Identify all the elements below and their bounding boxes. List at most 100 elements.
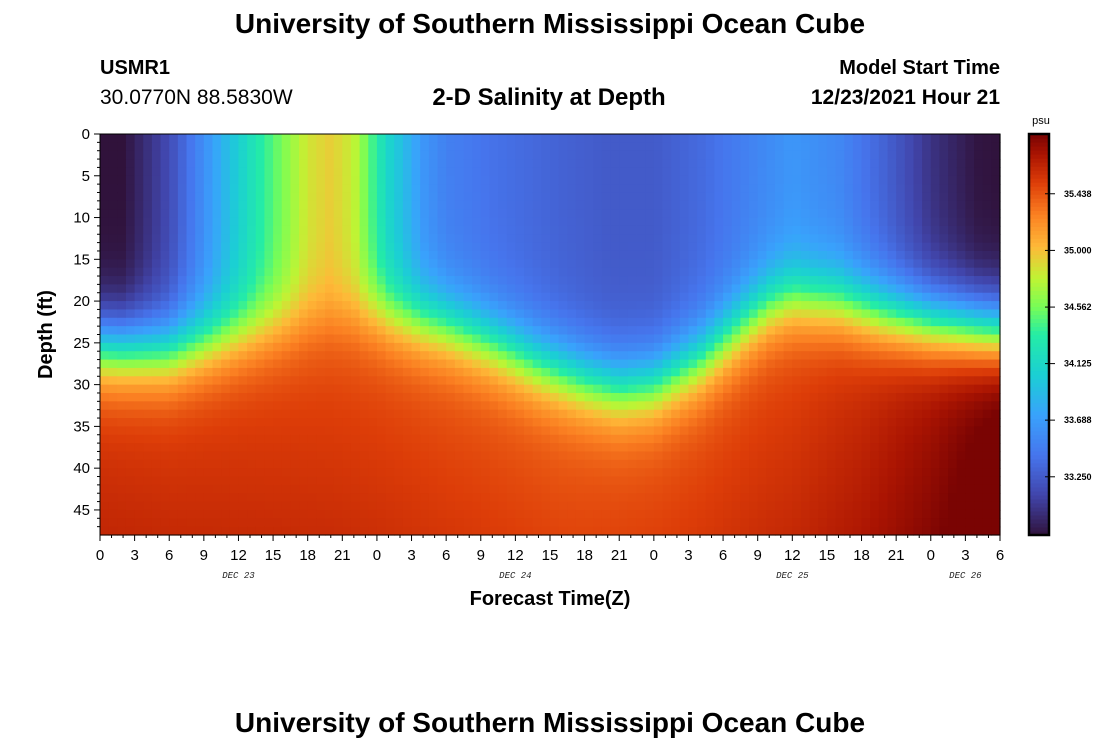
heatmap-cell	[610, 351, 620, 361]
heatmap-cell	[913, 217, 923, 227]
heatmap-cell	[307, 526, 317, 536]
heatmap-cell	[428, 401, 439, 411]
heatmap-cell	[472, 317, 482, 327]
heatmap-cell	[601, 301, 612, 311]
heatmap-cell	[679, 367, 690, 377]
heatmap-cell	[532, 409, 542, 419]
heatmap-cell	[887, 326, 897, 336]
heatmap-cell	[913, 134, 923, 143]
heatmap-cell	[437, 351, 447, 361]
heatmap-cell	[601, 342, 612, 352]
heatmap-cell	[731, 326, 741, 336]
heatmap-cell	[826, 409, 837, 419]
heatmap-cell	[757, 242, 767, 252]
heatmap-cell	[662, 267, 672, 277]
heatmap-cell	[463, 459, 473, 469]
heatmap-cell	[558, 426, 568, 436]
heatmap-cell	[195, 401, 205, 411]
heatmap-cell	[151, 317, 162, 327]
heatmap-cell	[446, 326, 456, 336]
heatmap-cell	[896, 326, 906, 336]
heatmap-cell	[653, 209, 664, 219]
heatmap-cell	[506, 276, 516, 285]
heatmap-cell	[221, 468, 231, 478]
heatmap-cell	[281, 276, 291, 285]
heatmap-cell	[108, 175, 118, 185]
heatmap-cell	[463, 192, 473, 202]
heatmap-cell	[913, 250, 923, 260]
heatmap-cell	[766, 418, 776, 427]
heatmap-cell	[532, 476, 542, 486]
heatmap-cell	[316, 342, 326, 352]
heatmap-cell	[108, 501, 118, 511]
heatmap-cell	[584, 468, 594, 478]
heatmap-cell	[307, 493, 317, 503]
heatmap-cell	[221, 451, 231, 461]
heatmap-cell	[930, 359, 941, 369]
heatmap-cell	[792, 351, 802, 361]
heatmap-cell	[619, 200, 629, 210]
heatmap-cell	[627, 376, 638, 386]
heatmap-cell	[342, 334, 352, 344]
heatmap-cell	[653, 526, 664, 536]
heatmap-cell	[342, 518, 352, 528]
heatmap-cell	[904, 259, 915, 269]
heatmap-cell	[489, 468, 499, 478]
heatmap-cell	[454, 142, 465, 152]
heatmap-cell	[385, 200, 395, 210]
heatmap-cell	[498, 476, 508, 486]
heatmap-cell	[878, 134, 889, 143]
heatmap-cell	[143, 434, 153, 444]
heatmap-cell	[541, 267, 551, 277]
heatmap-cell	[437, 434, 447, 444]
heatmap-cell	[524, 392, 534, 402]
heatmap-cell	[203, 225, 214, 235]
heatmap-cell	[368, 392, 378, 402]
heatmap-cell	[679, 276, 690, 285]
heatmap-cell	[662, 459, 672, 469]
heatmap-cell	[221, 150, 231, 160]
heatmap-cell	[671, 184, 681, 194]
heatmap-cell	[506, 234, 516, 244]
heatmap-cell	[653, 401, 664, 411]
heatmap-cell	[636, 175, 646, 185]
heatmap-cell	[558, 234, 568, 244]
heatmap-cell	[446, 292, 456, 302]
heatmap-cell	[151, 501, 162, 511]
heatmap-cell	[740, 225, 750, 235]
heatmap-cell	[627, 526, 638, 536]
heatmap-cell	[852, 142, 863, 152]
heatmap-cell	[420, 426, 430, 436]
heatmap-cell	[281, 134, 291, 143]
heatmap-cell	[506, 192, 516, 202]
heatmap-cell	[783, 426, 793, 436]
heatmap-cell	[627, 259, 638, 269]
heatmap-cell	[887, 142, 897, 152]
heatmap-cell	[558, 192, 568, 202]
heatmap-cell	[333, 351, 343, 361]
heatmap-cell	[714, 376, 724, 386]
heatmap-cell	[809, 317, 819, 327]
heatmap-cell	[844, 225, 854, 235]
heatmap-cell	[645, 225, 655, 235]
heatmap-cell	[965, 167, 975, 177]
heatmap-cell	[922, 351, 932, 361]
heatmap-cell	[601, 292, 612, 302]
heatmap-cell	[809, 209, 819, 219]
heatmap-cell	[645, 209, 655, 219]
heatmap-cell	[930, 484, 941, 494]
heatmap-cell	[342, 434, 352, 444]
heatmap-cell	[740, 392, 750, 402]
heatmap-cell	[134, 493, 144, 503]
heatmap-cell	[229, 225, 240, 235]
heatmap-cell	[809, 309, 819, 319]
heatmap-cell	[255, 159, 266, 169]
heatmap-cell	[627, 142, 638, 152]
heatmap-cell	[956, 234, 966, 244]
heatmap-cell	[922, 384, 932, 394]
heatmap-cell	[368, 401, 378, 411]
heatmap-cell	[697, 509, 707, 519]
heatmap-cell	[108, 418, 118, 427]
heatmap-cell	[757, 250, 767, 260]
